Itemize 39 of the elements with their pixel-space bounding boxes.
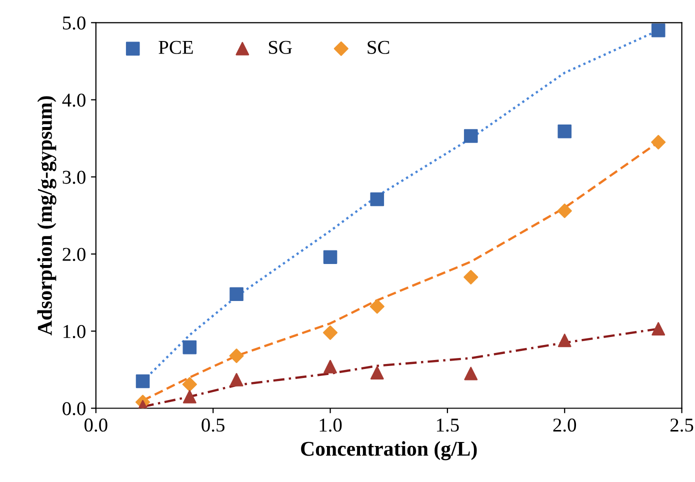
x-tick-label: 0.5 [202,418,224,432]
x-axis-title: Concentration (g/L) [301,441,477,460]
y-tick-label: 3.0 [62,170,86,184]
point [182,390,196,404]
legend-label: PCE [158,40,193,54]
x-tick-label: 2.0 [553,418,576,432]
y-axis-title: Adsorption (mg/g-gypsum) [37,96,56,336]
point [229,348,244,364]
point [558,334,572,348]
y-tick-label: 0.0 [62,402,86,416]
point [651,23,666,38]
point [652,322,666,336]
legend-label: SC [368,40,390,54]
point [230,287,244,302]
point [557,204,572,218]
point [323,250,338,264]
y-tick-label: 1.0 [64,324,86,338]
x-tick-label: 2.5 [670,418,694,432]
point [558,124,572,138]
x-tick-label: 1.0 [320,418,342,432]
legend-label: SG [268,40,292,54]
x-tick-label: 1.5 [437,418,459,432]
point [370,366,384,380]
point [182,340,197,354]
y-tick-label: 4.0 [62,94,86,107]
point [182,377,197,392]
point [322,325,338,340]
point [370,192,384,206]
point [324,360,337,374]
point [230,373,244,386]
x-tick-label: 0.0 [84,418,108,432]
y-tick-label: 2.0 [62,248,86,262]
point [370,299,384,314]
point [136,374,150,388]
point [464,270,478,284]
y-tick-label: 5.0 [63,16,86,30]
point [464,366,478,380]
point [651,134,666,150]
point [464,129,478,143]
